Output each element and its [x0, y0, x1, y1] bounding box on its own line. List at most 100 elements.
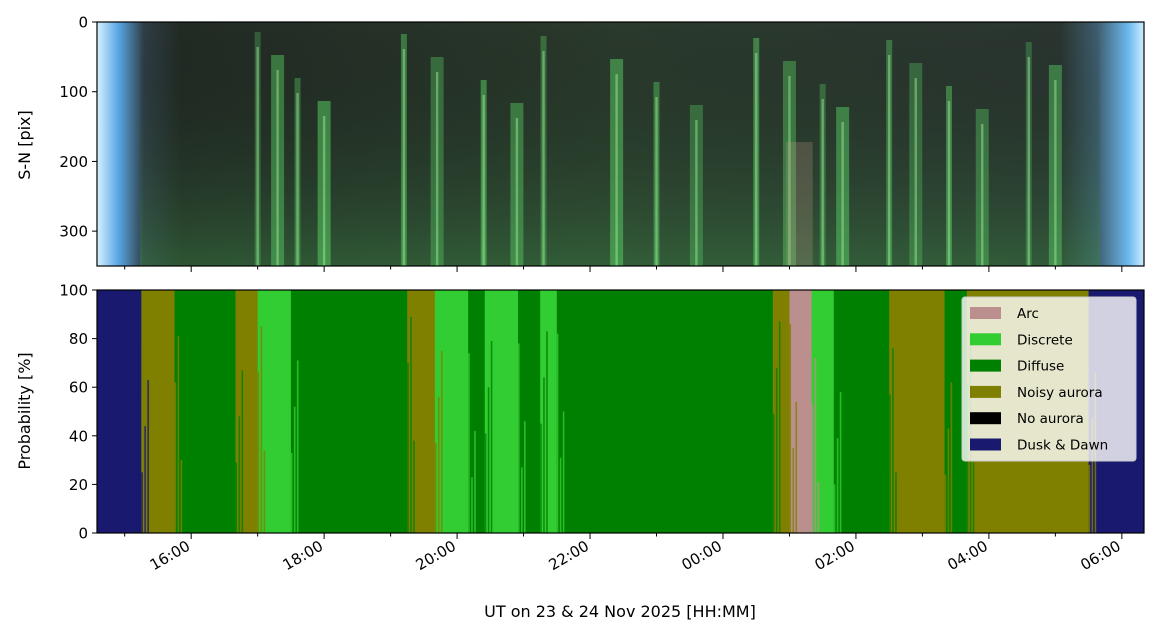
aurora-streak [400, 34, 407, 266]
legend-label: Arc [1017, 306, 1039, 322]
probability-spike [553, 379, 556, 533]
arc-glow [786, 142, 813, 266]
probability-spike [972, 462, 975, 533]
probability-spike [556, 333, 559, 533]
aurora-streak [610, 59, 624, 266]
x-tick-label: 20:00 [413, 537, 459, 574]
probability-spike [775, 367, 778, 533]
probability-y-ticks: 0 20 40 60 80 100 [59, 282, 97, 543]
probability-spike [515, 389, 517, 533]
probability-spike [404, 409, 406, 533]
legend-box [961, 296, 1137, 462]
probability-areas [97, 290, 1144, 533]
aurora-streak-core [435, 72, 439, 266]
y-tick-label: 40 [69, 427, 88, 445]
probability-spike [883, 316, 885, 533]
legend-label: Discrete [1017, 332, 1073, 348]
aurora-streak-core [296, 93, 299, 266]
y-tick-label: 300 [59, 223, 88, 241]
aurora-streak-core [821, 99, 824, 266]
probability-spike [229, 384, 232, 533]
probability-spike [839, 392, 842, 533]
probability-spike [833, 484, 836, 533]
probability-spike [431, 319, 434, 533]
probability-spike [772, 413, 775, 533]
keogram-panel: 0 100 200 300 S-N [pix] [15, 14, 1145, 272]
probability-spike [889, 394, 891, 533]
probability-area-segment [468, 290, 486, 533]
probability-spike [778, 321, 781, 533]
probability-spike [546, 331, 548, 533]
aurora-streak-core [322, 116, 326, 266]
keogram-glow [140, 22, 1100, 266]
y-tick-label: 0 [78, 525, 88, 543]
probability-panel: 0 20 40 60 80 100 16:00 18:00 20:00 22:00 00:00 02… [15, 282, 1145, 621]
aurora-streak-core [542, 51, 545, 266]
probability-spike [254, 418, 257, 533]
aurora-streak [819, 84, 826, 266]
aurora-streak-core [256, 47, 259, 266]
probability-spike [490, 341, 493, 533]
probability-spike [478, 355, 481, 533]
y-tick-label: 100 [59, 83, 88, 101]
probability-spike [474, 430, 476, 533]
probability-spike [950, 382, 953, 533]
probability-spike [963, 430, 966, 533]
probability-spike [1091, 418, 1094, 533]
aurora-streak [430, 57, 444, 266]
probability-spike [814, 358, 817, 533]
aurora-streak-core [482, 95, 485, 266]
aurora-streak-core [981, 124, 984, 266]
probability-spike [471, 477, 473, 533]
probability-spike [789, 324, 792, 533]
probability-area-segment [174, 290, 236, 533]
probability-spike [895, 472, 897, 533]
probability-spike [550, 426, 553, 533]
probability-area-segment [290, 290, 408, 533]
aurora-streak [1048, 65, 1062, 266]
probability-spike [481, 479, 484, 533]
probability-spike [766, 336, 769, 533]
aurora-streak-core [402, 49, 406, 266]
y-tick-label: 80 [69, 330, 88, 348]
y-tick-label: 100 [59, 282, 88, 300]
aurora-streak [975, 109, 989, 266]
aurora-streak-core [276, 70, 279, 266]
probability-spike [437, 396, 440, 533]
probability-area-segment [407, 290, 436, 533]
probability-spike [296, 360, 299, 533]
probability-spike [512, 435, 514, 533]
aurora-streak [946, 86, 953, 266]
probability-spike [251, 464, 254, 533]
aurora-streak [753, 38, 760, 266]
probability-area-segment [833, 290, 890, 533]
aurora-streak-core [755, 53, 758, 266]
x-tick-label: 16:00 [147, 537, 193, 574]
x-tick-label: 06:00 [1077, 537, 1123, 574]
probability-spike [434, 443, 437, 533]
probability-spike [960, 477, 963, 533]
legend-label: No aurora [1017, 411, 1084, 427]
probability-spike [407, 362, 409, 533]
probability-spike [147, 379, 149, 533]
probability-spike [171, 428, 174, 533]
probability-spike [792, 447, 795, 533]
probability-area-segment [556, 290, 774, 533]
probability-spike [232, 338, 235, 533]
keogram-frame [96, 21, 1145, 267]
probability-spike [168, 474, 171, 533]
probability-spike [524, 421, 526, 533]
probability-spike [559, 457, 562, 533]
aurora-streak-core [655, 97, 658, 266]
probability-spike [487, 387, 490, 533]
probability-spike [174, 382, 177, 533]
probability-spike [401, 455, 403, 533]
legend-label: Diffuse [1017, 359, 1064, 375]
probability-spike [440, 350, 443, 533]
probability-spike [795, 401, 798, 533]
x-axis-title: UT on 23 & 24 Nov 2025 [HH:MM] [484, 602, 756, 621]
x-tick-label: 18:00 [280, 537, 326, 574]
probability-area-segment [97, 290, 142, 533]
aurora-streak-core [615, 74, 618, 266]
